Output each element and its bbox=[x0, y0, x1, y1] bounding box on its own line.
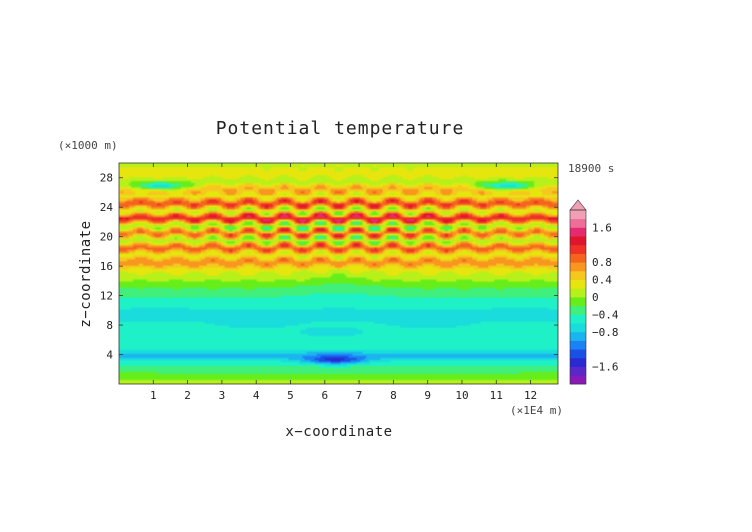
y-tick-label: 28 bbox=[100, 172, 113, 185]
y-axis: 4 8 12 16 20 24 28 bbox=[100, 172, 558, 362]
colorbar-frame bbox=[569, 209, 587, 385]
colorbar-swatch bbox=[570, 366, 586, 376]
colorbar-swatch bbox=[570, 357, 586, 367]
colorbar-swatch bbox=[570, 262, 586, 272]
colorbar-swatch bbox=[570, 340, 586, 350]
colorbar-swatch bbox=[570, 375, 586, 385]
colorbar-swatch bbox=[570, 314, 586, 324]
y-tick-label: 16 bbox=[100, 260, 113, 273]
plot-frame bbox=[118, 162, 559, 385]
x-tick-label: 6 bbox=[321, 389, 328, 402]
colorbar-swatch bbox=[570, 270, 586, 280]
colorbar-swatch bbox=[570, 331, 586, 341]
colorbar-tick-label: 0.4 bbox=[592, 274, 612, 287]
x-tick-label: 9 bbox=[424, 389, 431, 402]
x-tick-label: 11 bbox=[490, 389, 503, 402]
colorbar-tick-label: 0.8 bbox=[592, 256, 612, 269]
colorbar-swatch bbox=[570, 288, 586, 298]
colorbar-swatch bbox=[570, 305, 586, 315]
y-tick-label: 24 bbox=[100, 201, 114, 214]
x-unit-label: (×1E4 m) bbox=[510, 404, 563, 417]
colorbar-swatch bbox=[570, 227, 586, 237]
y-tick-label: 8 bbox=[106, 319, 113, 332]
y-tick-label: 12 bbox=[100, 290, 113, 303]
x-tick-label: 8 bbox=[390, 389, 397, 402]
colorbar-swatch bbox=[570, 279, 586, 289]
chart-title: Potential temperature bbox=[216, 118, 465, 139]
y-axis-label: z−coordinate bbox=[78, 220, 94, 327]
colorbar-top-arrow bbox=[569, 199, 587, 211]
colorbar-swatch bbox=[570, 218, 586, 228]
colorbar-tick-label: 0 bbox=[592, 291, 599, 304]
x-tick-label: 7 bbox=[356, 389, 363, 402]
x-tick-label: 12 bbox=[524, 389, 537, 402]
x-tick-label: 1 bbox=[150, 389, 157, 402]
x-axis: 1 2 3 4 5 6 7 8 9 10 11 12 bbox=[150, 163, 537, 402]
x-tick-label: 5 bbox=[287, 389, 294, 402]
y-tick-label: 4 bbox=[106, 349, 113, 362]
colorbar-tick-label: −0.8 bbox=[592, 326, 619, 339]
x-tick-label: 3 bbox=[219, 389, 226, 402]
colorbar-swatch bbox=[570, 349, 586, 359]
colorbar-swatch bbox=[570, 210, 586, 220]
colorbar-swatch bbox=[570, 236, 586, 246]
y-unit-label: (×1000 m) bbox=[58, 139, 118, 152]
y-tick-label: 20 bbox=[100, 231, 113, 244]
colorbar-swatch bbox=[570, 253, 586, 263]
colorbar-tick-label: −0.4 bbox=[592, 308, 619, 321]
colorbar-tick-label: 1.6 bbox=[592, 221, 612, 234]
x-tick-label: 4 bbox=[253, 389, 260, 402]
x-axis-label: x−coordinate bbox=[285, 424, 392, 440]
x-tick-label: 10 bbox=[455, 389, 468, 402]
colorbar: 1.6 0.8 0.4 0 −0.4 −0.8 −1.6 bbox=[569, 199, 619, 385]
colorbar-swatch bbox=[570, 297, 586, 307]
colorbar-swatch bbox=[570, 323, 586, 333]
x-tick-label: 2 bbox=[184, 389, 191, 402]
potential-temperature-field bbox=[119, 163, 558, 384]
colorbar-swatch bbox=[570, 244, 586, 254]
time-label: 18900 s bbox=[568, 162, 614, 175]
colorbar-tick-label: −1.6 bbox=[592, 361, 619, 374]
